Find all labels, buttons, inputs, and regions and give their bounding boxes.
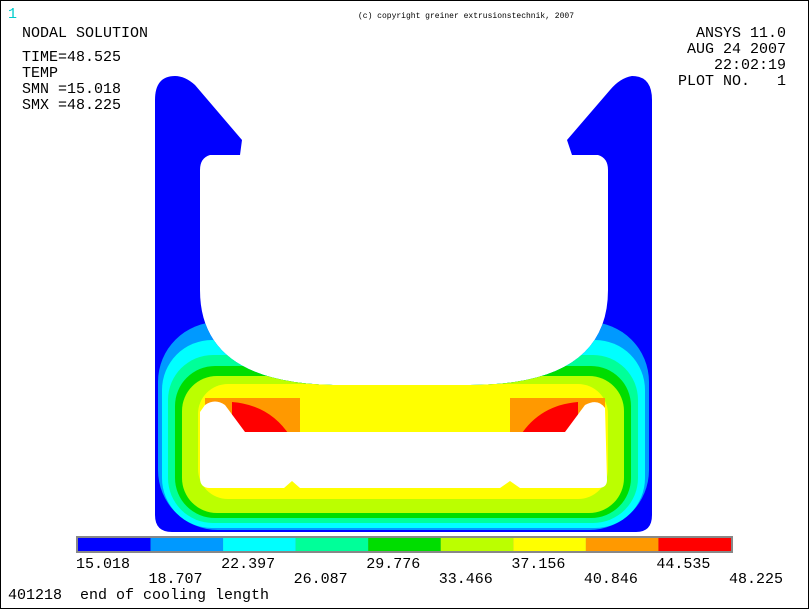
cooling-channel [200, 401, 607, 488]
info-title: NODAL SOLUTION [22, 25, 148, 42]
copyright: (c) copyright greiner extrusionstechnik,… [358, 12, 574, 21]
legend: 15.018 18.707 22.397 26.087 29.776 33.466 37.1… [76, 538, 783, 588]
time: 22:02:19 [714, 57, 786, 74]
legend-label: 26.087 [294, 571, 348, 588]
legend-swatch [368, 538, 441, 551]
legend-swatch [658, 538, 731, 551]
legend-label: 44.535 [656, 556, 710, 573]
frame-number: 1 [8, 6, 17, 23]
date: AUG 24 2007 [687, 41, 786, 58]
legend-label: 15.018 [76, 556, 130, 573]
legend-label: 22.397 [221, 556, 275, 573]
legend-swatch [585, 538, 659, 551]
legend-swatch [513, 538, 586, 551]
program: ANSYS 11.0 [696, 25, 786, 42]
info-line: SMX =48.225 [22, 97, 121, 114]
plot-number: PLOT NO. 1 [678, 73, 786, 90]
legend-label: 29.776 [366, 556, 420, 573]
legend-label: 33.466 [439, 571, 493, 588]
legend-label: 48.225 [729, 571, 783, 588]
legend-swatch [78, 538, 151, 551]
legend-label: 40.846 [584, 571, 638, 588]
legend-swatch [295, 538, 369, 551]
legend-label: 37.156 [511, 556, 565, 573]
legend-label: 18.707 [149, 571, 203, 588]
legend-swatch [150, 538, 224, 551]
legend-swatch [440, 538, 514, 551]
info-line: TEMP [22, 65, 58, 82]
footer: 401218 end of cooling length [8, 587, 269, 604]
legend-swatch [223, 538, 296, 551]
info-line: SMN =15.018 [22, 81, 121, 98]
info-line: TIME=48.525 [22, 49, 121, 66]
